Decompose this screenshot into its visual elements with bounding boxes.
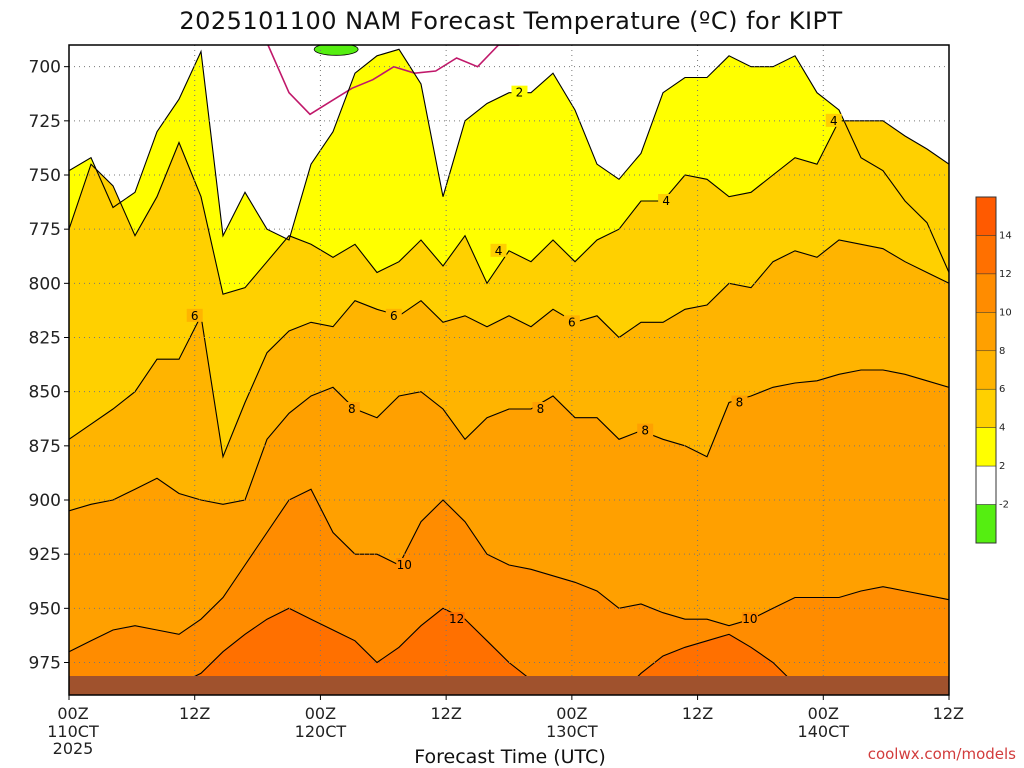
x-axis-label: Forecast Time (UTC) (414, 746, 605, 768)
contour-label: 8 (736, 396, 744, 410)
colorbar-band (975, 235, 997, 275)
contour-label: 10 (742, 612, 757, 626)
colorbar-tick-label: 10 (999, 307, 1012, 318)
contour-label-bg (637, 423, 654, 437)
colorbar-band (975, 504, 997, 544)
contour-label: 6 (390, 309, 398, 323)
x-tick-label-top: 12Z (682, 704, 713, 723)
colorbar-tick-label: 2 (999, 461, 1005, 472)
contour-label: 6 (191, 309, 199, 323)
y-tick-label: 875 (29, 437, 61, 457)
x-tick-label-top: 00Z (556, 704, 587, 723)
y-tick-label: 825 (29, 329, 61, 349)
x-tick-label-top: 00Z (808, 704, 839, 723)
x-tick-label-bottom: 2025 (53, 739, 94, 758)
zero-degree-contour (267, 45, 520, 116)
x-tick-label-top: 00Z (57, 704, 88, 723)
isotherm-2 (69, 48, 949, 273)
isotherm-10 (69, 488, 949, 653)
colorbar-band (975, 196, 997, 236)
colorbar-tick-label: 14 (999, 230, 1012, 241)
plot-frame (68, 44, 950, 696)
y-tick-label: 750 (29, 166, 61, 186)
x-tick-label-mid: 110CT (47, 722, 99, 741)
isotherm-8 (69, 369, 949, 512)
band-above-12 (69, 608, 949, 695)
y-tick-label: 925 (29, 545, 61, 565)
contour-label-bg (385, 308, 402, 322)
colorbar-tick-label: 12 (999, 269, 1012, 280)
contour-label: 4 (662, 194, 670, 208)
temperature-bands (69, 45, 949, 695)
y-axis-ticks: 700 725 750 775 800 825 850 875 900 925 950 975 (29, 58, 69, 674)
colorbar-frame (975, 196, 997, 544)
chart-title: 2025101100 NAM Forecast Temperature (ºC)… (179, 7, 842, 35)
x-tick-label-top: 12Z (179, 704, 210, 723)
colorbar-band (975, 312, 997, 352)
contour-label-bg (825, 113, 842, 127)
contour-label: 6 (568, 315, 576, 329)
y-tick-label: 775 (29, 220, 61, 240)
contour-label: 4 (830, 114, 838, 128)
contour-label: 8 (641, 424, 649, 438)
x-tick-label-top: 00Z (305, 704, 336, 723)
contour-label-bg (490, 243, 507, 257)
y-tick-label: 975 (29, 654, 61, 674)
ground-surface (69, 676, 949, 695)
y-tick-label: 800 (29, 274, 61, 294)
y-tick-label: 700 (29, 58, 61, 78)
x-tick-label-mid: 130CT (546, 722, 598, 741)
y-tick-label: 950 (29, 599, 61, 619)
x-tick-label-mid: 120CT (295, 722, 347, 741)
colorbar-band (975, 388, 997, 428)
contour-label-bg (731, 395, 748, 409)
contour-label: 10 (397, 558, 412, 572)
colorbar-tick-label: -2 (999, 500, 1009, 511)
contour-label-bg (658, 194, 675, 207)
contour-label-bg (448, 612, 465, 626)
contour-label: 4 (495, 244, 503, 258)
y-tick-label: 725 (29, 112, 61, 132)
y-tick-label: 900 (29, 491, 61, 511)
plot-area (69, 45, 949, 695)
below-minus-two-patch (313, 45, 359, 56)
contour-label-bg (741, 612, 758, 626)
colorbar-band (975, 465, 997, 505)
contour-label-bg (563, 315, 580, 329)
grid-lines (69, 45, 949, 695)
colorbar-band (975, 273, 997, 313)
y-tick-label: 850 (29, 383, 61, 403)
x-tick-label-top: 12Z (430, 704, 461, 723)
contour-label-bg (396, 558, 413, 571)
x-tick-label-top: 12Z (933, 704, 964, 723)
contour-label-bg (511, 85, 528, 99)
colorbar-band (975, 350, 997, 390)
colorbar-tick-label: 6 (999, 384, 1005, 395)
contour-label: 8 (537, 402, 545, 416)
isotherm-4 (69, 120, 949, 295)
contour-label: 2 (516, 86, 524, 100)
contour-label-bg (532, 402, 549, 415)
contour-label-bg (343, 402, 360, 415)
colorbar-tick-label: 4 (999, 423, 1005, 434)
colorbar-legend: 14 12 10 8 6 4 2 -2 (975, 196, 1012, 544)
contour-label: 12 (449, 612, 464, 626)
contour-labels: 2 4 4 4 6 6 6 8 8 8 8 10 10 12 (186, 85, 842, 626)
contour-label-bg (186, 308, 203, 322)
colorbar-tick-label: 8 (999, 346, 1005, 357)
x-tick-label-mid: 140CT (798, 722, 850, 741)
contour-label: 8 (348, 402, 356, 416)
credit-link[interactable]: coolwx.com/models (868, 745, 1016, 763)
colorbar-band (975, 427, 997, 467)
zero-contour-line (267, 45, 520, 116)
isotherm-6 (69, 239, 949, 459)
